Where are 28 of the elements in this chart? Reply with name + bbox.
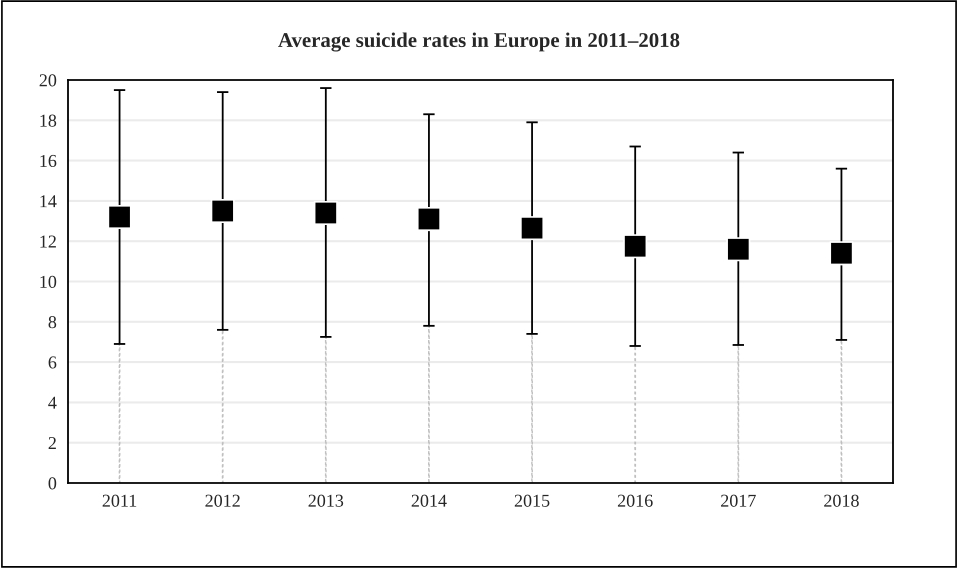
x-tick-label: 2012	[205, 494, 240, 507]
y-tick-label: 10	[40, 276, 56, 288]
chart-title: Average suicide rates in Europe in 2011–2018	[278, 32, 680, 52]
point	[520, 216, 544, 240]
point	[416, 207, 441, 232]
x-tick-label: 2016	[618, 494, 653, 507]
x-tick-label: 2018	[824, 494, 859, 507]
y-tick-label: 4	[48, 396, 57, 409]
x-tick-label: 2011	[102, 494, 136, 507]
y-tick-label: 18	[40, 114, 56, 127]
point	[829, 241, 854, 266]
x-tick-label: 2017	[721, 494, 756, 507]
x-tick-label: 2014	[412, 494, 447, 507]
y-tick-label: 0	[48, 477, 56, 490]
y-tick-label: 6	[48, 356, 56, 369]
point	[726, 237, 750, 262]
y-tick-label: 8	[48, 316, 56, 328]
point	[623, 234, 648, 258]
point	[108, 204, 132, 230]
point	[314, 200, 338, 226]
x-tick-label: 2015	[514, 494, 550, 507]
y-tick-label: 16	[40, 154, 56, 168]
y-tick-label: 12	[40, 236, 56, 248]
y-tick-label: 14	[40, 195, 57, 208]
x-tick-label: 2013	[308, 494, 344, 507]
y-tick-label: 20	[40, 74, 56, 86]
y-tick-label: 2	[48, 437, 56, 449]
point	[210, 198, 235, 224]
